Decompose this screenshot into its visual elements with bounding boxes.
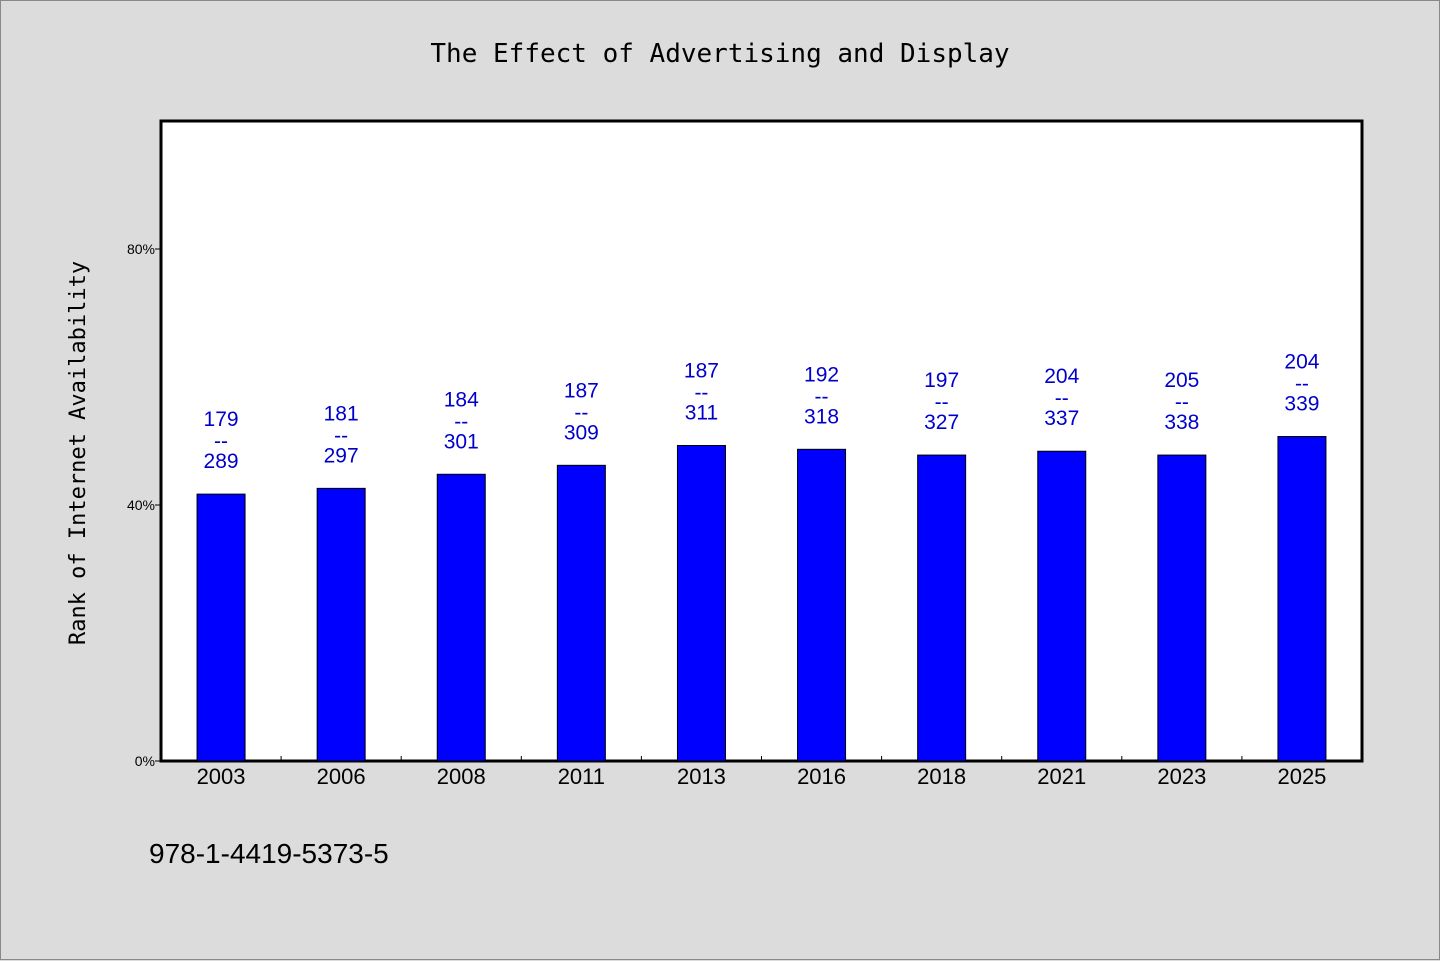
bar: [436, 473, 486, 762]
bars-layer: [196, 436, 1327, 762]
x-tick-label: 2008: [437, 764, 486, 789]
data-label-top: 204: [1044, 365, 1079, 388]
x-tick-label: 2006: [317, 764, 366, 789]
chart-title: The Effect of Advertising and Display: [430, 39, 1009, 69]
data-label-top: 197: [924, 369, 959, 392]
x-tick-label: 2013: [677, 764, 726, 789]
ticks-layer: 0% 40% 80% 2003 2006 2008 2011 2013 2016 2018 2021…: [127, 241, 1326, 789]
bar: [1037, 450, 1087, 762]
data-label-bottom: 337: [1044, 407, 1079, 430]
bar: [556, 464, 606, 762]
bar: [676, 444, 726, 762]
y-tick-label: 80%: [127, 241, 155, 257]
data-label-sep: --: [694, 381, 708, 404]
bar: [917, 454, 967, 762]
bar: [196, 493, 246, 762]
data-label-top: 179: [204, 408, 239, 431]
bar: [1277, 436, 1327, 762]
data-label-bottom: 338: [1164, 411, 1199, 434]
data-label-sep: --: [214, 430, 228, 453]
data-label-top: 204: [1284, 351, 1319, 374]
data-label-sep: --: [454, 410, 468, 433]
data-label-sep: --: [935, 391, 949, 414]
data-label-bottom: 327: [924, 411, 959, 434]
data-label-bottom: 297: [324, 444, 359, 467]
y-axis-label: Rank of Internet Availability: [66, 261, 91, 645]
data-label-bottom: 289: [204, 450, 239, 473]
data-label-bottom: 311: [685, 401, 718, 424]
data-label-sep: --: [334, 424, 348, 447]
bar: [316, 487, 366, 762]
x-tick-label: 2016: [797, 764, 846, 789]
x-tick-label: 2021: [1037, 764, 1086, 789]
data-label-bottom: 301: [444, 430, 479, 453]
data-label-sep: --: [1055, 387, 1069, 410]
x-tick-label: 2025: [1277, 764, 1326, 789]
y-tick-label: 40%: [127, 497, 155, 513]
data-label-top: 192: [804, 363, 839, 386]
data-label-bottom: 339: [1284, 393, 1319, 416]
bar: [797, 448, 847, 762]
x-tick-label: 2003: [197, 764, 246, 789]
data-label-bottom: 318: [804, 405, 839, 428]
data-label-sep: --: [1175, 391, 1189, 414]
y-tick-label: 0%: [135, 753, 155, 769]
data-label-sep: --: [1295, 373, 1309, 396]
data-labels-layer: 289--179297--181301--184309--187311--187…: [204, 351, 1320, 474]
isbn-footer: 978-1-4419-5373-5: [149, 838, 389, 869]
data-label-top: 187: [564, 379, 599, 402]
bar: [1157, 454, 1207, 762]
data-label-top: 184: [444, 388, 479, 411]
data-label-sep: --: [574, 401, 588, 424]
data-label-bottom: 309: [564, 421, 599, 444]
x-tick-label: 2018: [917, 764, 966, 789]
data-label-top: 181: [324, 402, 359, 425]
x-tick-label: 2023: [1157, 764, 1206, 789]
data-label-top: 205: [1164, 369, 1199, 392]
x-tick-label: 2011: [558, 764, 605, 789]
data-label-top: 187: [684, 359, 719, 382]
data-label-sep: --: [815, 385, 829, 408]
